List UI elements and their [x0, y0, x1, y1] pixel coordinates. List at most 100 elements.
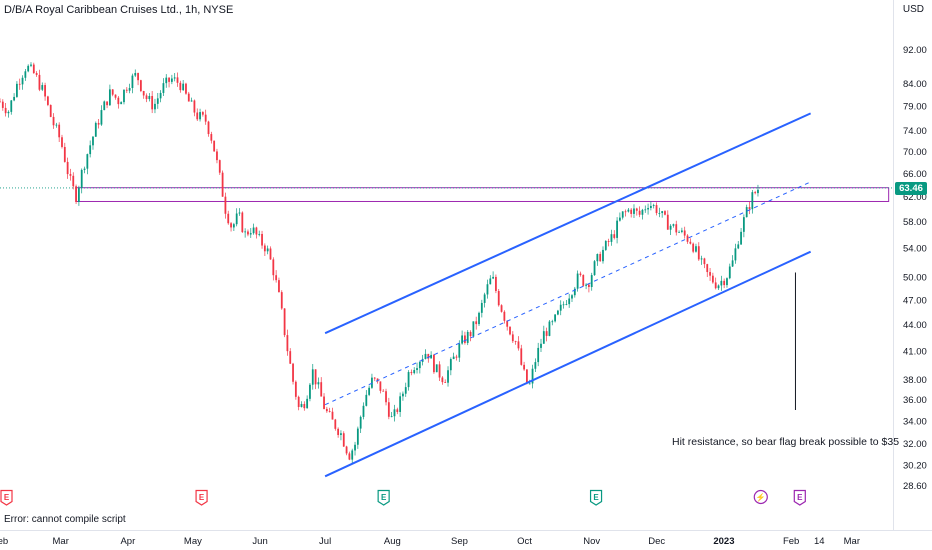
candle-body [72, 175, 75, 187]
candle-body [170, 78, 173, 82]
candle-body [402, 393, 404, 397]
candle-body [337, 428, 340, 435]
candle-body [700, 258, 703, 260]
candle-body [618, 217, 621, 221]
candle-body [621, 211, 624, 218]
candle-body [165, 77, 168, 84]
candle-body [655, 205, 658, 214]
candle-body [159, 92, 162, 99]
split-event-icon[interactable]: ⚡ [753, 489, 768, 505]
y-tick-label: 32.00 [903, 439, 927, 450]
candle-body [720, 280, 723, 286]
earnings-event-icon[interactable]: E [0, 489, 13, 506]
candle-body [413, 370, 416, 374]
y-tick-label: 54.00 [903, 244, 927, 255]
earnings-event-icon[interactable]: E [195, 489, 208, 506]
x-tick-label: Nov [583, 536, 600, 547]
candle-body [497, 290, 500, 306]
annotation-text[interactable]: Hit resistance, so bear flag break possi… [672, 436, 900, 448]
candle-body [711, 275, 714, 283]
event-marker-label: E [797, 493, 803, 502]
candle-body [624, 211, 627, 213]
candle-body [571, 295, 573, 299]
candle-body [58, 124, 61, 138]
candle-body [726, 278, 728, 286]
candle-body [21, 77, 24, 85]
candle-body [582, 274, 585, 286]
candle-body [131, 75, 134, 89]
y-tick-label: 44.00 [903, 320, 927, 331]
candle-body [559, 304, 562, 311]
candle-body [238, 212, 241, 214]
candle-body [737, 244, 740, 249]
candle-body [447, 370, 449, 383]
candle-body [241, 212, 244, 233]
candle-body [128, 88, 131, 91]
candle-body [139, 80, 142, 92]
candle-body [534, 362, 537, 369]
candle-body [664, 211, 666, 215]
candle-body [230, 223, 232, 228]
candle-body [255, 227, 258, 235]
candle-body [359, 416, 362, 429]
candle-body [427, 353, 430, 359]
y-tick-label: 38.00 [903, 375, 927, 386]
event-marker-label: E [381, 493, 387, 502]
candle-body [10, 100, 13, 112]
candle-body [224, 196, 227, 214]
y-tick-label: 36.00 [903, 395, 927, 406]
resistance-zone [75, 187, 890, 202]
y-tick-label: 50.00 [903, 272, 927, 283]
candle-body [734, 248, 737, 261]
candle-body [125, 89, 128, 91]
candle-body [134, 73, 137, 76]
x-tick-label: Mar [53, 536, 69, 547]
time-axis-divider [0, 530, 932, 531]
candle-body [292, 363, 294, 382]
candle-body [695, 246, 697, 252]
candle-body [483, 294, 486, 303]
candle-body [410, 372, 413, 374]
candle-body [77, 187, 80, 203]
candle-body [652, 205, 655, 206]
candle-body [94, 122, 97, 137]
candle-body [185, 83, 187, 94]
candle-body [742, 217, 745, 232]
y-tick-label: 47.00 [903, 295, 927, 306]
y-tick-label: 58.00 [903, 217, 927, 228]
candle-body [596, 254, 599, 262]
x-tick-label: Mar [844, 536, 860, 547]
candle-body [1, 101, 4, 108]
candle-body [588, 284, 590, 288]
x-tick-label: Sep [451, 536, 468, 547]
candle-body [100, 110, 103, 125]
candle-body [261, 234, 263, 246]
candle-body [204, 114, 207, 122]
candle-body [548, 321, 551, 336]
candle-body [75, 186, 77, 203]
candle-body [416, 368, 418, 371]
x-tick-label: 2023 [713, 536, 734, 547]
earnings-event-icon[interactable]: E [793, 489, 806, 506]
earnings-event-icon[interactable]: E [377, 489, 390, 506]
earnings-marker-shape [377, 489, 390, 506]
candle-body [404, 387, 407, 394]
candle-body [568, 298, 571, 305]
y-tick-label: 92.00 [903, 45, 927, 56]
currency-label[interactable]: USD [902, 4, 924, 15]
candle-body [382, 390, 385, 392]
candle-body [757, 189, 759, 194]
earnings-marker-shape [589, 489, 603, 506]
candle-body [458, 343, 461, 358]
candle-body [47, 96, 49, 105]
candle-body [748, 207, 751, 210]
candle-body [658, 213, 661, 214]
candle-body [351, 450, 354, 460]
candle-body [466, 331, 469, 343]
candle-body [444, 382, 447, 383]
candle-body [173, 77, 176, 79]
candle-body [480, 302, 483, 313]
earnings-event-icon[interactable]: E [589, 489, 603, 506]
